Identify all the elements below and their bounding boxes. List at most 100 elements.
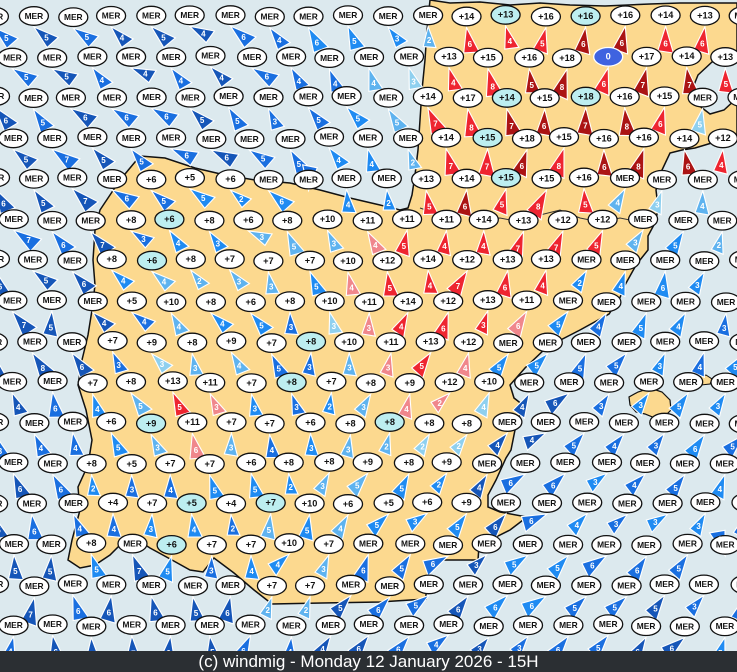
svg-text:+8: +8 [186,254,196,264]
svg-text:4: 4 [179,76,184,85]
svg-text:4: 4 [177,323,182,332]
svg-text:MER: MER [5,539,24,549]
svg-text:6: 6 [164,113,169,122]
svg-text:+10: +10 [341,337,357,347]
svg-text:+7: +7 [207,540,217,550]
svg-text:+16: +16 [576,172,592,182]
svg-text:4: 4 [698,363,703,372]
svg-text:+6: +6 [246,297,256,307]
svg-text:MER: MER [221,580,240,590]
svg-text:MER: MER [25,174,44,184]
svg-text:+5: +5 [383,498,393,508]
svg-text:MER: MER [634,214,653,224]
svg-text:+11: +11 [362,297,377,307]
svg-text:MER: MER [81,216,100,226]
svg-text:+16: +16 [538,11,554,21]
svg-text:3: 3 [193,364,198,373]
svg-text:3: 3 [474,561,479,570]
svg-text:+13: +13 [418,174,434,184]
svg-text:+8: +8 [106,254,116,264]
svg-text:MER: MER [63,337,82,347]
svg-text:MER: MER [281,134,300,144]
svg-text:MER: MER [439,619,458,629]
svg-text:+11: +11 [203,378,218,388]
svg-text:5: 5 [13,567,18,576]
svg-text:6: 6 [620,39,625,48]
svg-text:MER: MER [655,417,674,427]
svg-text:7: 7 [641,81,646,90]
svg-text:MER: MER [715,458,734,468]
svg-text:3: 3 [237,277,242,286]
svg-text:5: 5 [419,362,424,371]
svg-text:4: 4 [176,239,181,248]
svg-text:+7: +7 [107,336,117,346]
svg-text:4: 4 [451,79,456,88]
svg-text:MER: MER [439,540,458,550]
svg-text:MER: MER [577,580,596,590]
svg-text:+8: +8 [187,337,197,347]
svg-text:+16: +16 [522,53,538,63]
svg-text:+6: +6 [305,417,315,427]
svg-text:MER: MER [241,619,260,629]
svg-text:8: 8 [557,162,562,171]
svg-text:+7: +7 [226,417,236,427]
svg-text:MER: MER [64,498,83,508]
svg-text:2: 2 [91,485,96,494]
svg-text:5: 5 [733,363,737,372]
svg-text:+5: +5 [127,296,137,306]
svg-text:+8: +8 [404,458,414,468]
svg-text:MER: MER [617,580,636,590]
svg-text:4: 4 [276,561,281,570]
svg-text:3: 3 [332,240,337,249]
svg-text:+14: +14 [459,173,475,183]
svg-text:4: 4 [77,524,82,533]
svg-text:MER: MER [575,417,594,427]
svg-text:MER: MER [658,498,677,508]
svg-text:MER: MER [617,337,636,347]
svg-text:3: 3 [260,233,265,242]
svg-text:+15: +15 [480,53,496,63]
svg-text:3: 3 [309,444,314,453]
svg-text:MER: MER [202,134,221,144]
svg-text:MER: MER [497,498,516,508]
svg-text:3: 3 [209,567,214,576]
svg-text:6: 6 [530,602,535,611]
svg-text:4: 4 [442,242,447,251]
svg-text:MER: MER [498,579,517,589]
svg-text:MER: MER [299,91,318,101]
svg-text:5: 5 [399,565,404,574]
svg-text:MER: MER [337,91,356,101]
svg-text:+8: +8 [86,459,96,469]
svg-text:7: 7 [583,121,588,130]
svg-text:5: 5 [24,156,29,165]
svg-text:+6: +6 [243,215,253,225]
svg-text:3: 3 [722,324,727,333]
svg-text:MER: MER [0,499,2,509]
svg-text:+7: +7 [87,378,97,388]
svg-text:MER: MER [25,11,44,21]
svg-text:MER: MER [674,215,693,225]
svg-text:+4: +4 [108,497,119,507]
svg-text:MER: MER [103,93,122,103]
svg-text:5: 5 [41,199,46,208]
svg-text:4: 4 [220,320,225,329]
svg-text:6: 6 [581,40,586,49]
svg-text:4: 4 [95,405,100,414]
svg-text:5: 5 [48,568,53,577]
svg-text:4: 4 [399,322,404,331]
svg-text:MER: MER [556,457,575,467]
svg-text:MER: MER [618,498,637,508]
svg-text:5: 5 [253,485,258,494]
svg-text:6: 6 [80,363,85,372]
svg-text:5: 5 [64,72,69,81]
svg-text:4: 4 [201,29,206,38]
svg-text:MER: MER [400,51,419,61]
svg-text:MER: MER [342,579,361,589]
svg-text:5: 5 [200,116,205,125]
svg-text:5: 5 [355,482,360,491]
svg-text:6: 6 [602,163,607,172]
svg-text:4: 4 [349,283,354,292]
svg-text:2: 2 [717,241,722,250]
svg-text:7: 7 [137,567,142,576]
svg-text:6: 6 [315,38,320,47]
